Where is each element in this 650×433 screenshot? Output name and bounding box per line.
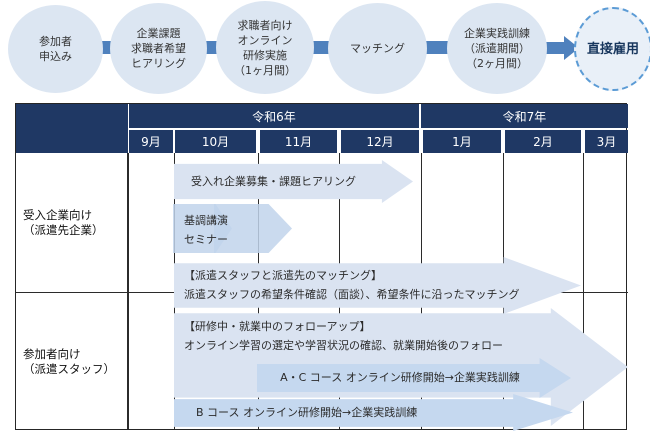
header-month-sep: 9月 bbox=[129, 130, 173, 153]
header-corner-cell bbox=[16, 104, 128, 153]
flow-step-label: 企業実践訓練 （派遣期間） （2ヶ月間） bbox=[464, 27, 530, 70]
header-month-mar: 3月 bbox=[585, 130, 628, 153]
flow-step-application: 参加者 申込み bbox=[8, 5, 103, 93]
flow-goal-direct-hire: 直接雇用 bbox=[574, 7, 650, 91]
schedule-table: 令和6年 令和7年 9月 10月 11月 12月 1月 2月 3月 受入企業向け… bbox=[15, 103, 628, 431]
matching-title: 【派遣スタッフと派遣先のマッチング】 bbox=[184, 269, 382, 282]
matching-desc: 派遣スタッフの希望条件確認（面談）、希望条件に沿ったマッチング bbox=[184, 288, 520, 301]
seminar-label: セミナー bbox=[184, 233, 228, 246]
flow-step-label: マッチング bbox=[350, 42, 405, 55]
header-year-reiwa6: 令和6年 bbox=[129, 104, 419, 128]
flow-connector-5 bbox=[543, 42, 565, 54]
bar-course-b: B コース オンライン研修開始→企業実践訓練 bbox=[174, 394, 573, 431]
header-month-oct: 10月 bbox=[175, 130, 256, 153]
header-month-nov: 11月 bbox=[260, 130, 337, 153]
keynote-label: 基調講演 bbox=[184, 214, 228, 227]
flow-goal-label: 直接雇用 bbox=[586, 41, 639, 57]
bar-company-recruiting: 受入れ企業募集・課題ヒアリング bbox=[174, 160, 413, 203]
flow-connector-3 bbox=[310, 41, 330, 54]
flow-step-label: 企業課題 求職者希望 ヒアリング bbox=[131, 27, 186, 70]
header-year-reiwa7: 令和7年 bbox=[421, 104, 628, 128]
flow-step-hearing: 企業課題 求職者希望 ヒアリング bbox=[110, 3, 207, 94]
bar-course-ac: A・C コース オンライン研修開始→企業実践訓練 bbox=[257, 358, 571, 398]
header-month-dec: 12月 bbox=[341, 130, 419, 153]
grid-line bbox=[583, 153, 584, 429]
flow-step-label: 求職者向け オンライン 研修実施 （1ヶ月間） bbox=[234, 18, 296, 77]
flow-step-practical-training: 企業実践訓練 （派遣期間） （2ヶ月間） bbox=[447, 3, 547, 94]
flow-connector-4 bbox=[424, 41, 450, 54]
row-label-participants: 参加者向け （派遣スタッフ） bbox=[23, 346, 115, 376]
bar-matching: 【派遣スタッフと派遣先のマッチング】 派遣スタッフの希望条件確認（面談）、希望条… bbox=[174, 257, 581, 314]
grid-line bbox=[127, 153, 129, 429]
followup-title: 【研修中・就業中のフォローアップ】 bbox=[184, 320, 371, 333]
header-month-feb: 2月 bbox=[505, 130, 581, 153]
row-label-host-companies: 受入企業向け （派遣先企業） bbox=[23, 207, 104, 237]
flow-step-label: 参加者 申込み bbox=[39, 35, 72, 63]
flow-step-matching: マッチング bbox=[328, 3, 427, 94]
header-month-jan: 1月 bbox=[423, 130, 501, 153]
followup-desc: オンライン学習の選定や学習状況の確認、就業開始後のフォロー bbox=[184, 339, 503, 352]
flow-step-online-training: 求職者向け オンライン 研修実施 （1ヶ月間） bbox=[216, 1, 314, 94]
